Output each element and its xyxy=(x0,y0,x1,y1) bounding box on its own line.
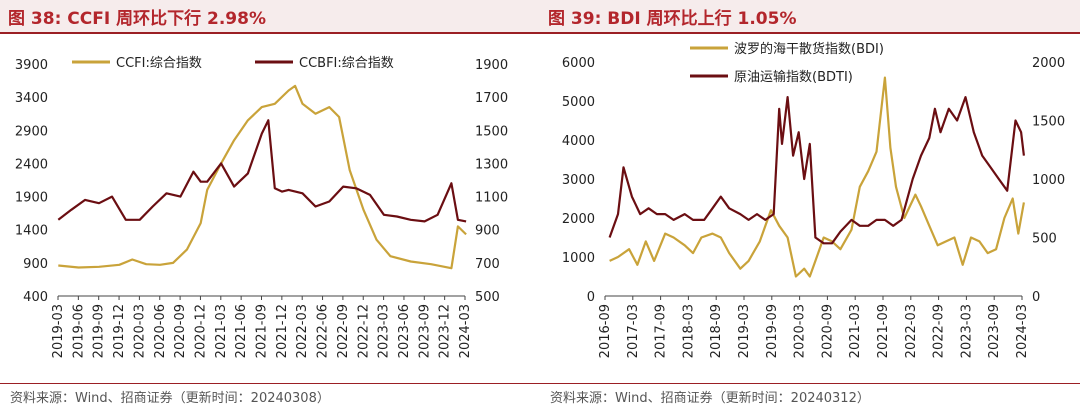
y-right-tick-label: 1500 xyxy=(1032,115,1065,130)
x-tick-label: 2018-09 xyxy=(709,304,724,358)
y-left-tick-label: 3400 xyxy=(15,91,48,106)
x-tick-label: 2023-12 xyxy=(438,304,453,358)
bdi-source-bar: 资料来源：Wind、招商证券（更新时间：20240312） xyxy=(540,383,1080,408)
y-right-tick-label: 700 xyxy=(475,257,500,272)
y-right-tick-label: 0 xyxy=(1032,290,1040,305)
series-line-secondary xyxy=(608,95,1025,245)
bdi-source-note: 资料来源：Wind、招商证券（更新时间：20240312） xyxy=(550,391,870,406)
y-left-tick-label: 3900 xyxy=(15,58,48,73)
x-tick-label: 2019-03 xyxy=(51,304,66,358)
x-tick-label: 2021-12 xyxy=(275,304,290,358)
x-tick-label: 2016-09 xyxy=(598,304,613,358)
x-tick-label: 2017-09 xyxy=(654,304,669,358)
y-left-tick-label: 1400 xyxy=(15,224,48,239)
x-tick-label: 2021-03 xyxy=(848,304,863,358)
y-left-tick-label: 400 xyxy=(23,290,48,305)
x-tick-label: 2020-09 xyxy=(820,304,835,358)
ccfi-source-bar: 资料来源：Wind、招商证券（更新时间：20240308） xyxy=(0,383,540,408)
y-right-tick-label: 900 xyxy=(475,224,500,239)
legend-label: 原油运输指数(BDTI) xyxy=(734,69,853,85)
y-right-tick-label: 500 xyxy=(475,290,500,305)
y-left-tick-label: 2000 xyxy=(562,212,595,227)
ccfi-chart-title: 图 38: CCFI 周环比下行 2.98% xyxy=(8,9,266,29)
legend-label: CCBFI:综合指数 xyxy=(299,56,394,71)
y-right-tick-label: 2000 xyxy=(1032,56,1065,71)
x-tick-label: 2019-03 xyxy=(737,304,752,358)
x-tick-label: 2022-03 xyxy=(295,304,310,358)
ccfi-title-bar: 图 38: CCFI 周环比下行 2.98% xyxy=(0,0,540,34)
y-left-tick-label: 2400 xyxy=(15,157,48,172)
ccfi-line-chart: 400 900 1400 1900 2400 2900 3400 3900 500 700 900 1… xyxy=(15,56,508,358)
y-right-tick-label: 1000 xyxy=(1032,173,1065,188)
bdi-chart-title: 图 39: BDI 周环比上行 1.05% xyxy=(548,9,797,29)
y-right-tick-label: 1100 xyxy=(475,191,508,206)
x-tick-label: 2021-03 xyxy=(214,304,229,358)
y-left-tick-label: 3000 xyxy=(562,173,595,188)
x-tick-label: 2022-09 xyxy=(932,304,947,358)
x-tick-label: 2020-03 xyxy=(132,304,147,358)
x-tick-label: 2017-03 xyxy=(626,304,641,358)
series-line-secondary xyxy=(57,119,467,223)
y-right-tick-label: 1500 xyxy=(475,124,508,139)
ccfi-panel: 图 38: CCFI 周环比下行 2.98% 400 900 1400 1900 240… xyxy=(0,0,540,408)
x-tick-label: 2023-06 xyxy=(397,304,412,358)
x-tick-label: 2021-09 xyxy=(876,304,891,358)
bdi-line-chart: 0 1000 2000 3000 4000 5000 6000 0 500 1000 1500 200… xyxy=(562,41,1065,358)
x-tick-label: 2023-03 xyxy=(377,304,392,358)
legend-label: CCFI:综合指数 xyxy=(116,56,202,71)
y-left-tick-label: 0 xyxy=(587,290,595,305)
x-tick-label: 2020-09 xyxy=(173,304,188,358)
y-left-tick-label: 4000 xyxy=(562,134,595,149)
y-right-tick-label: 1700 xyxy=(475,91,508,106)
x-tick-label: 2022-09 xyxy=(336,304,351,358)
series-line-primary xyxy=(609,76,1025,278)
x-tick-label: 2023-09 xyxy=(417,304,432,358)
y-left-tick-label: 2900 xyxy=(15,124,48,139)
x-tick-label: 2024-03 xyxy=(458,304,473,358)
x-tick-label: 2018-03 xyxy=(681,304,696,358)
x-tick-label: 2019-09 xyxy=(765,304,780,358)
y-left-tick-label: 5000 xyxy=(562,95,595,110)
x-tick-label: 2023-09 xyxy=(987,304,1002,358)
bdi-panel: 图 39: BDI 周环比上行 1.05% 0 1000 2000 3000 4000 5… xyxy=(540,0,1080,408)
x-tick-label: 2019-09 xyxy=(92,304,107,358)
x-tick-label: 2022-06 xyxy=(316,304,331,358)
bdi-title-bar: 图 39: BDI 周环比上行 1.05% xyxy=(540,0,1080,34)
y-left-tick-label: 900 xyxy=(23,257,48,272)
ccfi-source-note: 资料来源：Wind、招商证券（更新时间：20240308） xyxy=(10,391,330,406)
x-tick-label: 2020-12 xyxy=(193,304,208,358)
x-tick-label: 2019-12 xyxy=(112,304,127,358)
x-tick-label: 2024-03 xyxy=(1015,304,1030,358)
x-tick-label: 2020-06 xyxy=(153,304,168,358)
x-tick-label: 2021-06 xyxy=(234,304,249,358)
x-tick-label: 2023-03 xyxy=(959,304,974,358)
x-tick-label: 2021-09 xyxy=(255,304,270,358)
x-tick-label: 2022-12 xyxy=(356,304,371,358)
x-tick-label: 2022-03 xyxy=(904,304,919,358)
y-left-tick-label: 1900 xyxy=(15,191,48,206)
y-left-tick-label: 1000 xyxy=(562,251,595,266)
y-left-tick-label: 6000 xyxy=(562,56,595,71)
legend-label: 波罗的海干散货指数(BDI) xyxy=(734,41,884,57)
y-right-tick-label: 1900 xyxy=(475,58,508,73)
y-right-tick-label: 500 xyxy=(1032,232,1057,247)
x-tick-label: 2020-03 xyxy=(793,304,808,358)
x-tick-label: 2019-06 xyxy=(71,304,86,358)
series-line-primary xyxy=(58,84,467,270)
y-right-tick-label: 1300 xyxy=(475,157,508,172)
